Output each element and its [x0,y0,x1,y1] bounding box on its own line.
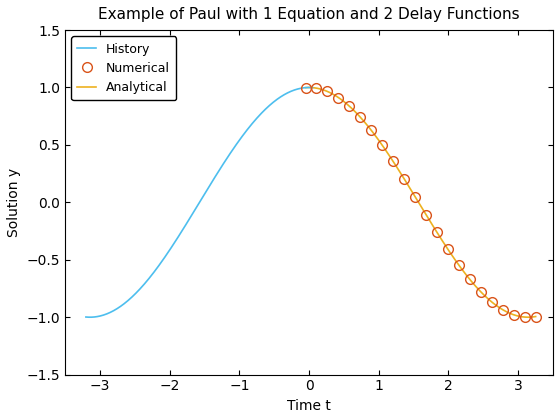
Numerical [521,315,528,320]
Analytical [525,315,531,320]
History [86,315,93,320]
Numerical [478,289,484,294]
History [246,123,253,129]
Numerical [401,176,408,181]
Numerical [335,95,342,100]
Y-axis label: Solution y: Solution y [7,168,21,237]
Analytical [469,280,475,285]
Numerical [379,143,386,148]
Analytical [394,165,400,170]
Analytical [532,314,539,319]
History [309,85,316,90]
Line: Numerical: Numerical [301,83,540,322]
Numerical [302,85,309,90]
History [157,261,164,266]
Numerical [357,115,363,120]
Numerical [488,299,495,304]
Numerical [510,312,517,317]
Line: Analytical: Analytical [306,87,535,317]
Numerical [368,128,375,133]
Analytical [470,281,477,286]
Numerical [466,277,473,282]
History [306,85,312,90]
History [173,237,180,242]
Numerical [456,262,463,268]
Numerical [412,194,418,199]
Numerical [500,307,506,312]
Numerical [532,314,539,319]
History [226,152,232,158]
History [110,308,117,313]
Title: Example of Paul with 1 Equation and 2 Delay Functions: Example of Paul with 1 Equation and 2 De… [98,7,520,22]
History [248,122,255,127]
History [82,315,89,320]
Numerical [390,159,396,164]
Analytical [330,92,337,97]
Numerical [313,86,320,91]
Numerical [433,230,440,235]
Analytical [447,251,454,256]
Numerical [324,89,331,94]
Numerical [423,212,430,217]
X-axis label: Time t: Time t [287,399,331,413]
Numerical [445,247,451,252]
Legend: History, Numerical, Analytical: History, Numerical, Analytical [71,36,176,100]
Numerical [346,104,353,109]
Analytical [306,85,312,90]
Line: History: History [86,87,312,317]
Analytical [302,85,309,90]
Analytical [377,141,384,146]
